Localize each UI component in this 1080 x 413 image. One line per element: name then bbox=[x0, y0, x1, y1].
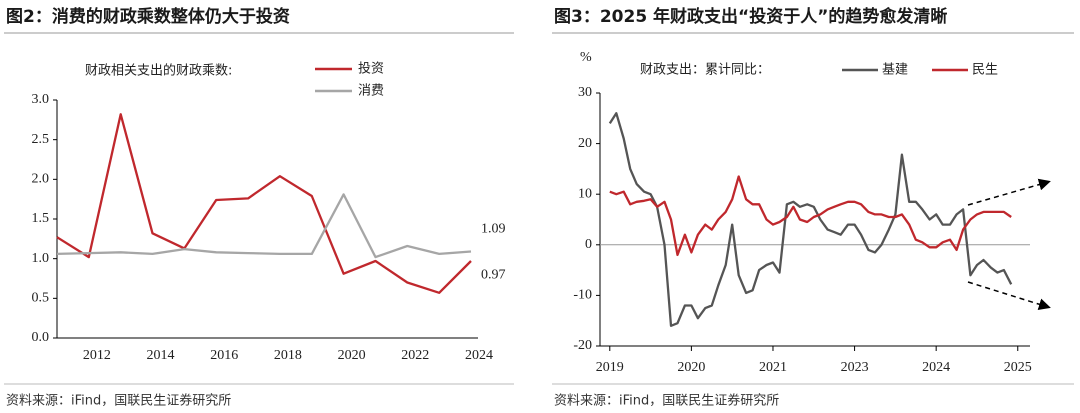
y-tick-label: -20 bbox=[573, 338, 592, 353]
y-unit: % bbox=[580, 50, 592, 65]
y-tick-label: 1.0 bbox=[32, 251, 50, 266]
y-tick-label: 0.5 bbox=[32, 291, 50, 306]
x-tick-label: 2012 bbox=[83, 348, 111, 363]
x-tick-label: 2018 bbox=[274, 348, 302, 363]
series-line bbox=[609, 175, 1012, 257]
x-tick-label: 2020 bbox=[338, 348, 366, 363]
trend-arrows bbox=[967, 178, 1051, 311]
x-tick-label: 2024 bbox=[922, 360, 950, 375]
x-tick-label: 2021 bbox=[759, 360, 787, 375]
x-tick-label: 2016 bbox=[210, 348, 238, 363]
y-tick-label: -10 bbox=[573, 288, 592, 303]
y-tick-label: 2.5 bbox=[32, 132, 50, 147]
arrow-up bbox=[967, 178, 1051, 206]
chart-title: 图2：消费的财政乘数整体仍大于投资 bbox=[6, 6, 290, 27]
y-tick-label: 0.0 bbox=[32, 330, 50, 345]
x-tick-label: 2024 bbox=[465, 348, 493, 363]
y-tick-label: 10 bbox=[578, 186, 592, 201]
value-label: 1.09 bbox=[481, 222, 506, 237]
legend-label: 民生 bbox=[972, 63, 998, 78]
x-tick-label: 2020 bbox=[677, 360, 705, 375]
legend-label: 基建 bbox=[882, 63, 908, 78]
arrow-down bbox=[967, 281, 1051, 311]
chart: 图3：2025 年财政支出“投资于人”的趋势愈发清晰资料来源：iFind，国联民… bbox=[552, 6, 1074, 409]
series-line bbox=[608, 112, 1013, 327]
x-tick-label: 2019 bbox=[596, 360, 624, 375]
y-tick-label: 2.0 bbox=[32, 172, 50, 187]
y-tick-label: 20 bbox=[578, 136, 592, 151]
legend-title: 财政支出：累计同比： bbox=[640, 63, 770, 78]
series-line bbox=[56, 113, 472, 294]
x-tick-label: 2023 bbox=[841, 360, 869, 375]
y-tick-label: 30 bbox=[578, 85, 592, 100]
y-tick-label: 3.0 bbox=[32, 92, 50, 107]
x-tick-label: 2025 bbox=[1004, 360, 1032, 375]
value-label: 0.97 bbox=[481, 267, 506, 282]
chart-title: 图3：2025 年财政支出“投资于人”的趋势愈发清晰 bbox=[554, 6, 947, 27]
legend-title: 财政相关支出的财政乘数: bbox=[85, 63, 232, 79]
y-tick-label: 0 bbox=[585, 237, 592, 252]
source: 资料来源：iFind，国联民生证券研究所 bbox=[554, 393, 779, 409]
y-tick-label: 1.5 bbox=[32, 211, 50, 226]
legend-label: 消费 bbox=[358, 84, 384, 99]
x-tick-label: 2022 bbox=[401, 348, 429, 363]
x-tick-label: 2014 bbox=[147, 348, 175, 363]
legend-label: 投资 bbox=[358, 61, 384, 77]
source: 资料来源：iFind，国联民生证券研究所 bbox=[6, 393, 231, 409]
series-line bbox=[56, 193, 472, 259]
